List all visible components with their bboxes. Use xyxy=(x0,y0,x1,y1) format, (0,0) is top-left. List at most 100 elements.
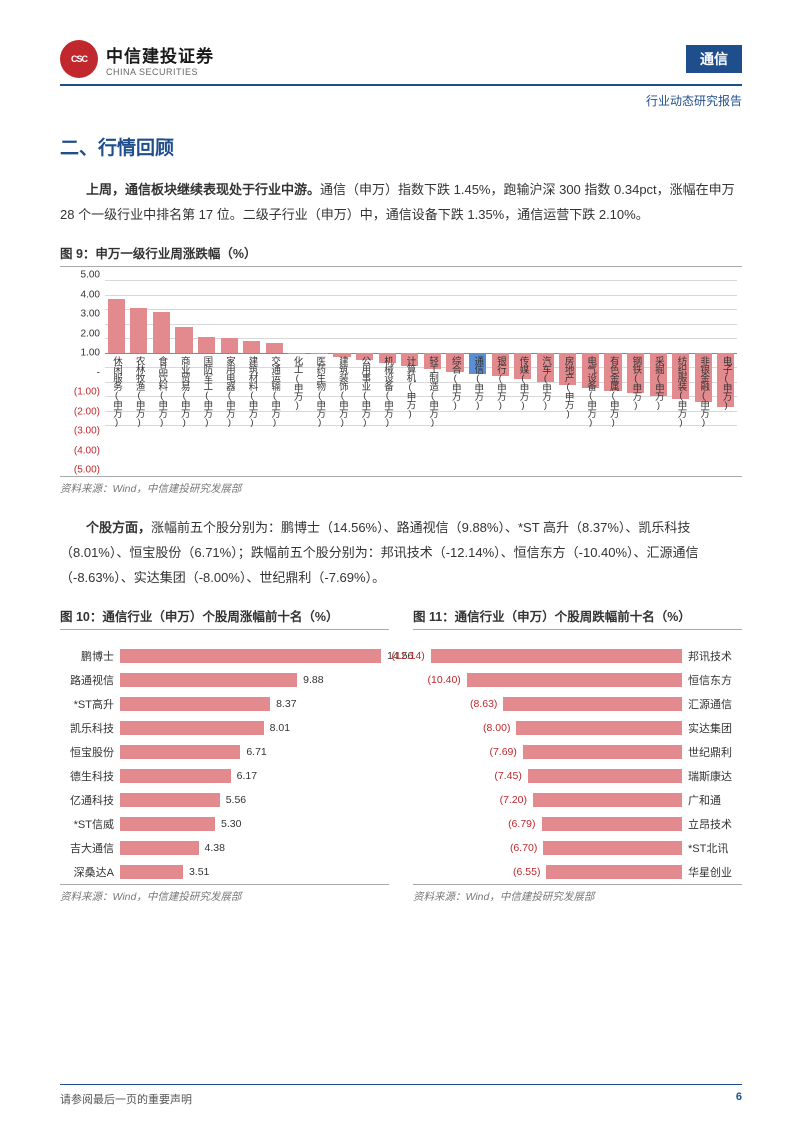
fig10-bar xyxy=(120,817,215,831)
fig11-row: (7.45)瑞斯康达 xyxy=(413,764,742,788)
fig11-bar xyxy=(523,745,682,759)
fig11-label: 世纪鼎利 xyxy=(682,744,742,760)
chart9-xlabel: 食品饮料(申万) xyxy=(157,353,167,427)
fig9-chart: 休闲服务(申万)农林牧渔(申万)食品饮料(申万)商业贸易(申万)国防军工(申万)… xyxy=(60,275,742,470)
chart9-ytick: (1.00) xyxy=(60,387,100,398)
fig10-row: *ST高升 8.37 xyxy=(60,692,389,716)
paragraph-1: 上周，通信板块继续表现处于行业中游。通信（申万）指数下跌 1.45%，跑输沪深 … xyxy=(60,178,742,227)
chart9-xlabel: 休闲服务(申万) xyxy=(112,353,122,427)
fig10-row: 路通视信 9.88 xyxy=(60,668,389,692)
fig10-label: 深桑达A xyxy=(60,864,120,880)
chart9-xlabel: 钢铁(申万) xyxy=(631,353,641,410)
fig11-label: 汇源通信 xyxy=(682,696,742,712)
chart9-xlabel: 综合(申万) xyxy=(450,353,460,410)
fig10-bar xyxy=(120,697,270,711)
chart9-bar xyxy=(153,312,170,353)
section-title: 二、行情回顾 xyxy=(60,133,742,160)
fig11-value: (8.00) xyxy=(483,722,510,734)
fig10-row: 恒宝股份6.71 xyxy=(60,740,389,764)
fig11-row: (8.63) 汇源通信 xyxy=(413,692,742,716)
fig11-label: 广和通 xyxy=(682,792,742,808)
chart9-ytick: (5.00) xyxy=(60,465,100,476)
fig11-label: 恒信东方 xyxy=(682,672,742,688)
fig11-row: (6.70) *ST北讯 xyxy=(413,836,742,860)
fig10-value: 6.71 xyxy=(246,746,266,758)
chart9-xlabel: 轻工制造(申万) xyxy=(428,353,438,427)
chart9-xlabel: 商业贸易(申万) xyxy=(179,353,189,427)
fig10-value: 3.51 xyxy=(189,866,209,878)
fig10-row: 吉大通信 4.38 xyxy=(60,836,389,860)
chart9-xlabel: 化工(申万) xyxy=(292,353,302,410)
fig10-value: 6.17 xyxy=(237,770,257,782)
paragraph-2: 个股方面，涨幅前五个股分别为：鹏博士（14.56%）、路通视信（9.88%）、*… xyxy=(60,516,742,590)
fig10-label: 鹏博士 xyxy=(60,648,120,664)
fig11-row: (8.00) 实达集团 xyxy=(413,716,742,740)
chart9-xlabel: 计算机(申万) xyxy=(405,353,415,419)
fig10-value: 8.37 xyxy=(276,698,296,710)
fig11-row: (6.55)华星创业 xyxy=(413,860,742,884)
fig11-label: *ST北讯 xyxy=(682,840,742,856)
fig10-chart: 鹏博士14.56路通视信9.88*ST高升8.37凯乐科技8.01恒宝股份6.7… xyxy=(60,638,389,878)
fig11-value: (8.63) xyxy=(470,698,497,710)
fig10-bar xyxy=(120,649,381,663)
fig10-bar xyxy=(120,793,220,807)
fig10-bar xyxy=(120,865,183,879)
chart9-xlabel: 有色金属(申万) xyxy=(608,353,618,427)
fig11-value: (10.40) xyxy=(428,674,461,686)
fig11-bar xyxy=(431,649,682,663)
chart9-xlabel: 电气设备(申万) xyxy=(586,353,596,427)
para1-bold: 上周，通信板块继续表现处于行业中游。 xyxy=(86,182,320,197)
fig10-row: 亿通科技5.56 xyxy=(60,788,389,812)
chart9-ytick: - xyxy=(60,367,100,378)
fig11-chart: (12.14)邦讯技术 (10.40) 恒信东方 (8.63) 汇源通信 (8.00) 实达… xyxy=(413,638,742,878)
fig11-row: (12.14)邦讯技术 xyxy=(413,644,742,668)
fig11-value: (6.70) xyxy=(510,842,537,854)
fig11-bar xyxy=(546,865,682,879)
logo-icon: CSC xyxy=(60,40,98,78)
fig11-value: (7.20) xyxy=(500,794,527,806)
chart9-ytick: (3.00) xyxy=(60,426,100,437)
chart9-xlabel: 建筑装饰(申万) xyxy=(337,353,347,427)
logo-text-cn: 中信建投证券 xyxy=(106,42,214,67)
fig10-label: 路通视信 xyxy=(60,672,120,688)
chart9-bar xyxy=(198,337,215,353)
chart9-bar xyxy=(175,327,192,353)
para2-bold: 个股方面， xyxy=(86,520,151,535)
fig10-label: 吉大通信 xyxy=(60,840,120,856)
fig10-title: 图 10：通信行业（申万）个股周涨幅前十名（%） xyxy=(60,606,389,630)
fig10-bar xyxy=(120,673,297,687)
page-header: CSC 中信建投证券 CHINA SECURITIES 通信 xyxy=(60,40,742,86)
fig11-label: 立昂技术 xyxy=(682,816,742,832)
fig10-row: 鹏博士14.56 xyxy=(60,644,389,668)
logo-block: CSC 中信建投证券 CHINA SECURITIES xyxy=(60,40,214,78)
fig10-value: 5.30 xyxy=(221,818,241,830)
chart9-xlabel: 通信(申万) xyxy=(473,353,483,410)
fig10-value: 8.01 xyxy=(270,722,290,734)
fig10-label: *ST信威 xyxy=(60,816,120,832)
fig11-bar xyxy=(467,673,682,687)
chart9-xlabel: 电子(申万) xyxy=(721,353,731,410)
fig10-label: *ST高升 xyxy=(60,696,120,712)
fig10-source: 资料来源：Wind，中信建投研究发展部 xyxy=(60,884,389,904)
fig11-source: 资料来源：Wind，中信建投研究发展部 xyxy=(413,884,742,904)
fig11-row: (7.20) 广和通 xyxy=(413,788,742,812)
fig10-row: 德生科技6.17 xyxy=(60,764,389,788)
fig11-title: 图 11：通信行业（申万）个股周跌幅前十名（%） xyxy=(413,606,742,630)
fig9-title: 图 9：申万一级行业周涨跌幅（%） xyxy=(60,243,742,267)
subheader: 行业动态研究报告 xyxy=(60,92,742,109)
chart9-bar xyxy=(108,299,125,353)
chart9-ytick: 4.00 xyxy=(60,289,100,300)
fig11-bar xyxy=(528,769,682,783)
footer-disclaimer: 请参阅最后一页的重要声明 xyxy=(60,1091,192,1107)
chart9-ytick: (2.00) xyxy=(60,406,100,417)
fig11-value: (12.14) xyxy=(392,650,425,662)
chart9-xlabel: 传媒(申万) xyxy=(518,353,528,410)
chart9-xlabel: 房地产(申万) xyxy=(563,353,573,419)
fig10-value: 4.38 xyxy=(205,842,225,854)
chart9-ytick: 5.00 xyxy=(60,270,100,281)
fig10-value: 9.88 xyxy=(303,674,323,686)
chart9-ytick: (4.00) xyxy=(60,445,100,456)
fig11-label: 实达集团 xyxy=(682,720,742,736)
fig11-label: 华星创业 xyxy=(682,864,742,880)
chart9-ytick: 3.00 xyxy=(60,309,100,320)
